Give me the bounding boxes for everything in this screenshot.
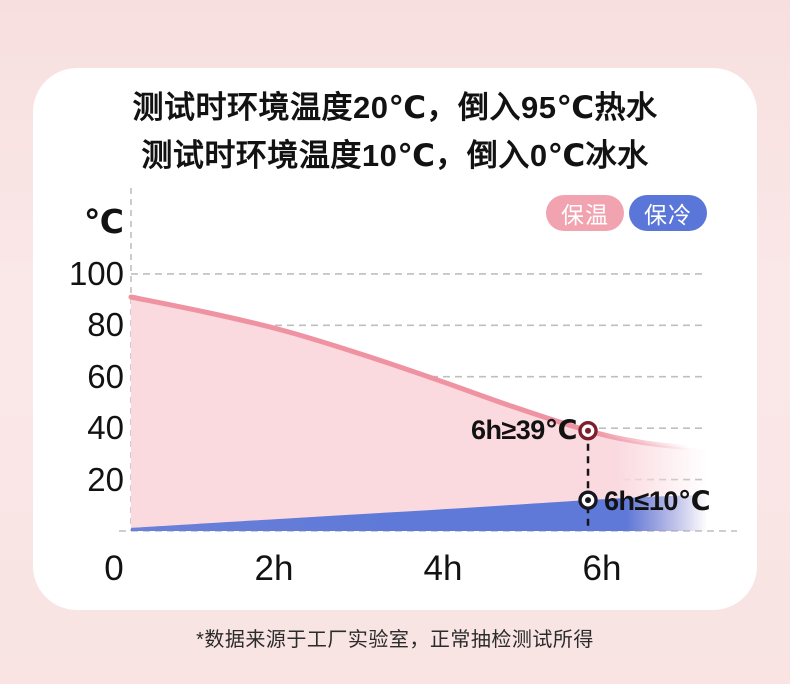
legend: 保温 保冷	[546, 195, 707, 231]
footnote: *数据来源于工厂实验室，正常抽检测试所得	[196, 629, 594, 651]
x-tick-label: 2h	[254, 549, 294, 588]
y-tick-label: 100	[68, 254, 124, 292]
x-tick-label: 0	[104, 549, 124, 588]
legend-label-cold: 保冷	[644, 202, 692, 228]
y-tick-label: 20	[87, 460, 124, 498]
y-tick-label: 80	[87, 306, 124, 344]
y-tick-label: 40	[87, 409, 124, 447]
chart-title: 测试时环境温度20℃，倒入95℃热水 测试时环境温度10℃，倒入0℃冰水	[0, 84, 790, 180]
cold-point-marker-dot	[585, 497, 592, 504]
x-tick-label: 4h	[423, 549, 463, 588]
legend-badge-heat: 保温	[546, 195, 624, 231]
y-axis-unit-label: ℃	[84, 203, 124, 240]
legend-label-heat: 保温	[561, 202, 609, 228]
x-tick-label: 6h	[582, 549, 622, 588]
cold-retention-area	[131, 495, 707, 531]
heat-retention-curve	[128, 294, 710, 453]
annotation-heat-6h: 6h≥39℃	[470, 415, 578, 445]
heat-point-marker-dot	[585, 427, 592, 434]
y-tick-label: 60	[87, 357, 124, 395]
data-point-markers	[578, 421, 598, 510]
annotation-cold-6h: 6h≤10℃	[604, 486, 711, 516]
title-line-2: 测试时环境温度10℃，倒入0℃冰水	[141, 138, 649, 173]
title-line-1: 测试时环境温度20℃，倒入95℃热水	[132, 90, 658, 125]
heat-retention-area	[131, 297, 707, 531]
legend-badge-cold: 保冷	[629, 195, 707, 231]
